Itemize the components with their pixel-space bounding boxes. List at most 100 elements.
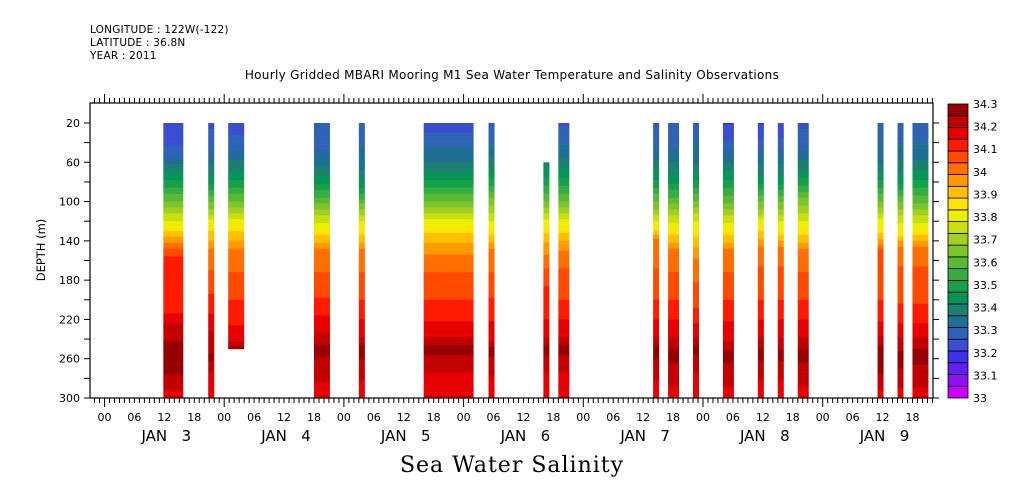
- salinity-cell: [313, 352, 330, 356]
- salinity-cell: [668, 356, 680, 360]
- salinity-cell: [488, 124, 495, 128]
- salinity-cell: [423, 333, 474, 336]
- salinity-cell: [488, 325, 495, 328]
- salinity-cell: [757, 344, 764, 348]
- salinity-cell: [543, 233, 550, 236]
- salinity-cell: [163, 246, 184, 250]
- salinity-cell: [313, 291, 330, 295]
- salinity-cell: [423, 123, 474, 126]
- colorbar-label: 33.2: [973, 347, 998, 360]
- salinity-cell: [558, 335, 570, 338]
- salinity-cell: [668, 199, 680, 202]
- salinity-cell: [558, 337, 570, 340]
- salinity-cell: [558, 288, 570, 291]
- salinity-cell: [358, 197, 365, 200]
- salinity-cell: [668, 248, 680, 251]
- salinity-cell: [653, 142, 660, 145]
- salinity-cell: [722, 252, 734, 255]
- salinity-cell: [423, 307, 474, 310]
- salinity-cell: [777, 276, 784, 279]
- salinity-cell: [488, 360, 495, 363]
- salinity-cell: [668, 258, 680, 261]
- salinity-cells: [163, 123, 929, 399]
- salinity-cell: [722, 174, 734, 177]
- salinity-cell: [777, 187, 784, 191]
- salinity-cell: [653, 354, 660, 358]
- salinity-cell: [722, 223, 734, 226]
- salinity-cell: [488, 162, 495, 165]
- salinity-cell: [912, 156, 929, 159]
- salinity-cell: [897, 136, 904, 140]
- salinity-cell: [777, 350, 784, 354]
- salinity-cell: [722, 270, 734, 273]
- salinity-cell: [757, 327, 764, 330]
- salinity-cell: [668, 289, 680, 293]
- salinity-cell: [423, 148, 474, 151]
- salinity-cell: [543, 225, 550, 228]
- salinity-cell: [912, 215, 929, 218]
- salinity-cell: [912, 123, 929, 126]
- salinity-cell: [653, 191, 660, 195]
- salinity-cell: [558, 305, 570, 308]
- salinity-cell: [912, 179, 929, 183]
- salinity-cell: [163, 164, 184, 167]
- salinity-cell: [488, 136, 495, 140]
- salinity-cell: [777, 278, 784, 281]
- salinity-cell: [897, 166, 904, 169]
- salinity-cell: [797, 344, 809, 348]
- salinity-cell: [313, 360, 330, 363]
- salinity-cell: [757, 176, 764, 179]
- salinity-cell: [543, 272, 550, 275]
- salinity-cell: [423, 390, 474, 393]
- salinity-cell: [668, 313, 680, 316]
- salinity-cell: [693, 126, 700, 130]
- salinity-cell: [653, 339, 660, 342]
- salinity-cell: [313, 344, 330, 348]
- salinity-cell: [488, 231, 495, 234]
- x-tick-label: 12: [397, 411, 411, 424]
- salinity-cell: [208, 370, 215, 373]
- salinity-cell: [777, 170, 784, 173]
- salinity-cell: [668, 126, 680, 130]
- salinity-cell: [722, 132, 734, 136]
- salinity-cell: [488, 164, 495, 167]
- salinity-cell: [693, 337, 700, 340]
- salinity-cell: [777, 394, 784, 397]
- salinity-cell: [163, 215, 184, 218]
- salinity-cell: [228, 231, 245, 234]
- salinity-cell: [777, 254, 784, 257]
- salinity-cell: [163, 142, 184, 145]
- salinity-cell: [558, 174, 570, 177]
- salinity-cell: [668, 374, 680, 377]
- salinity-cell: [653, 227, 660, 230]
- salinity-cell: [693, 197, 700, 200]
- salinity-cell: [208, 319, 215, 322]
- salinity-cell: [668, 382, 680, 385]
- salinity-cell: [653, 362, 660, 365]
- salinity-cell: [543, 362, 550, 365]
- salinity-cell: [423, 323, 474, 326]
- salinity-cell: [668, 217, 680, 220]
- salinity-cell: [358, 386, 365, 389]
- salinity-cell: [163, 278, 184, 281]
- salinity-cell: [358, 189, 365, 193]
- salinity-cell: [668, 386, 680, 389]
- salinity-cell: [777, 325, 784, 328]
- salinity-cell: [693, 313, 700, 316]
- salinity-cell: [208, 189, 215, 193]
- salinity-cell: [877, 152, 884, 155]
- salinity-cell: [228, 254, 245, 257]
- salinity-cell: [668, 366, 680, 369]
- salinity-cell: [543, 231, 550, 234]
- salinity-cell: [163, 234, 184, 238]
- salinity-cell: [313, 358, 330, 361]
- salinity-cell: [722, 299, 734, 303]
- salinity-cell: [358, 317, 365, 320]
- salinity-cell: [208, 380, 215, 383]
- salinity-cell: [488, 313, 495, 316]
- salinity-cell: [423, 288, 474, 291]
- salinity-cell: [558, 295, 570, 299]
- salinity-cell: [488, 350, 495, 354]
- salinity-cell: [897, 227, 904, 230]
- salinity-cell: [208, 309, 215, 312]
